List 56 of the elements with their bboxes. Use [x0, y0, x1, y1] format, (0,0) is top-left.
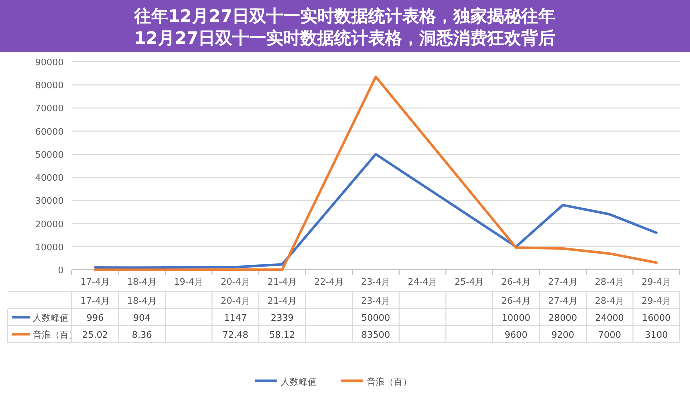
y-tick-label: 80000 — [35, 82, 64, 92]
data-label: 16000 — [642, 314, 672, 324]
data-label: 50000 — [362, 314, 391, 324]
data-label: 9600 — [504, 331, 528, 341]
x-tick-label: 21-4月 — [268, 278, 298, 288]
y-tick-label: 20000 — [35, 220, 64, 230]
data-label: 58.12 — [270, 331, 296, 341]
data-label: 7000 — [598, 331, 622, 341]
category-label: 29-4月 — [642, 297, 672, 307]
data-label: 28000 — [548, 314, 578, 324]
text: 音浪（百） — [367, 378, 412, 388]
data-label: 9200 — [552, 331, 575, 341]
x-tick-label: 28-4月 — [595, 278, 625, 288]
y-tick-label: 60000 — [35, 128, 64, 138]
data-label: 10000 — [502, 314, 531, 324]
data-label: 2339 — [271, 314, 294, 324]
y-tick-label: 40000 — [35, 174, 64, 184]
y-tick-label: 10000 — [35, 243, 64, 254]
data-label: 904 — [134, 314, 152, 324]
category-label: 21-4月 — [268, 297, 298, 307]
y-tick-label: 30000 — [35, 197, 64, 208]
y-tick-label: 70000 — [35, 104, 64, 115]
y-tick-label: 90000 — [35, 58, 64, 68]
x-tick-label: 23-4月 — [361, 278, 391, 288]
data-label: 25.02 — [82, 331, 108, 341]
y-tick-label: 50000 — [35, 150, 64, 161]
x-tick-label: 24-4月 — [408, 278, 438, 288]
line-series — [94, 153, 658, 270]
text: 人数峰值 — [281, 378, 317, 388]
x-tick-label: 19-4月 — [174, 278, 204, 288]
data-label: 996 — [86, 314, 104, 324]
x-tick-label: 20-4月 — [220, 278, 250, 288]
data-label: 8.36 — [132, 331, 152, 341]
x-tick-label: 29-4月 — [642, 278, 672, 288]
line-series — [94, 76, 658, 272]
category-label: 28-4月 — [595, 297, 625, 307]
x-tick-label: 18-4月 — [127, 278, 157, 288]
x-tick-label: 17-4月 — [80, 278, 110, 288]
category-label: 23-4月 — [361, 297, 391, 307]
x-tick-label: 25-4月 — [454, 278, 484, 288]
category-label: 17-4月 — [80, 297, 110, 307]
x-tick-label: 26-4月 — [502, 278, 532, 288]
data-label: 1147 — [224, 314, 248, 324]
x-tick-label: 22-4月 — [314, 278, 344, 288]
y-tick-label: 0 — [58, 266, 64, 276]
category-label: 18-4月 — [127, 297, 157, 307]
data-label: 24000 — [596, 314, 624, 324]
data-label: 3100 — [645, 331, 668, 341]
category-label: 27-4月 — [548, 297, 578, 307]
data-label: 72.48 — [222, 331, 249, 341]
legend-label: 人数峰值 — [33, 313, 69, 324]
chart-title: 往年12月27日双十一实时数据统计表格，独家揭秘往年12月27日双十一实时数据统计表格，洞悉消费狂欢背后 — [133, 7, 556, 49]
category-label: 26-4月 — [502, 297, 532, 307]
x-tick-label: 27-4月 — [548, 278, 578, 288]
data-label: 83500 — [362, 331, 391, 341]
category-label: 20-4月 — [220, 297, 250, 307]
